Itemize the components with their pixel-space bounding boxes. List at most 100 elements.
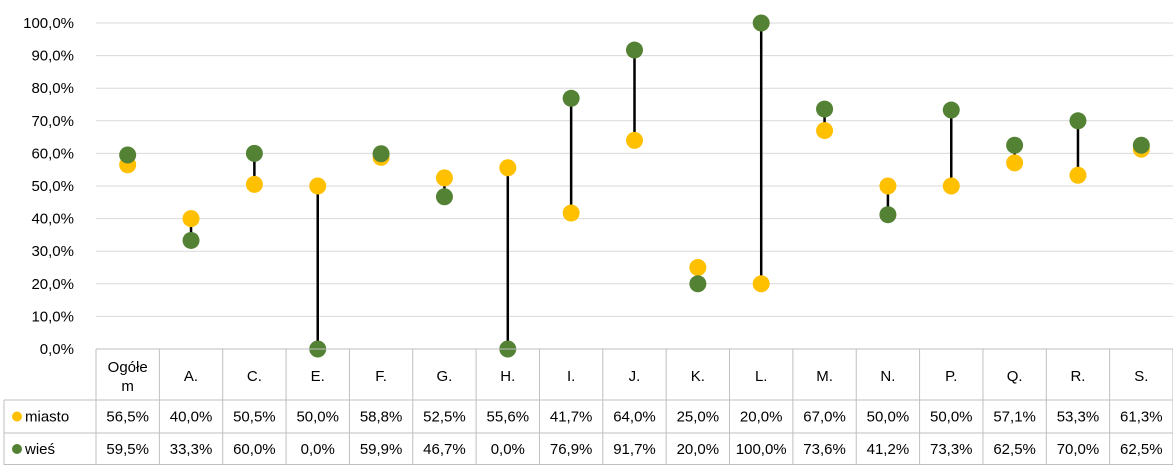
data-label-wies: 76,9%: [550, 441, 593, 458]
data-points: [119, 14, 1150, 358]
category-label: J.: [629, 368, 641, 385]
point-miasto: [1006, 154, 1024, 172]
category-label: E.: [311, 368, 325, 385]
legend-label-miasto: miasto: [25, 409, 69, 426]
category-label: Ogółe: [108, 359, 148, 376]
point-wies: [182, 231, 200, 249]
data-label-wies: 20,0%: [677, 441, 720, 458]
data-label-miasto: 40,0%: [170, 409, 213, 426]
legend-marker-wies: [12, 444, 22, 454]
category-label: R.: [1070, 368, 1085, 385]
data-label-miasto: 57,1%: [993, 409, 1036, 426]
data-label-wies: 73,3%: [930, 441, 973, 458]
category-label: P.: [945, 368, 957, 385]
point-wies: [626, 41, 643, 59]
point-wies: [1132, 136, 1150, 154]
y-tick-label: 0,0%: [40, 341, 74, 358]
point-miasto: [499, 159, 517, 177]
category-label: M.: [816, 368, 833, 385]
category-label: A.: [184, 368, 198, 385]
data-label-wies: 46,7%: [423, 441, 466, 458]
data-label-wies: 33,3%: [170, 441, 213, 458]
point-miasto: [816, 122, 834, 140]
y-tick-label: 90,0%: [31, 48, 74, 65]
data-label-wies: 62,5%: [1120, 441, 1163, 458]
category-label: H.: [500, 368, 515, 385]
data-label-miasto: 41,7%: [550, 409, 593, 426]
point-wies: [562, 89, 580, 107]
category-label: K.: [691, 368, 705, 385]
category-label: L.: [755, 368, 768, 385]
point-miasto: [309, 177, 327, 195]
y-tick-label: 100,0%: [23, 15, 74, 32]
category-label: F.: [375, 368, 387, 385]
point-miasto: [435, 169, 453, 187]
point-wies: [942, 101, 960, 119]
y-axis-tick-labels: 0,0% 10,0% 20,0% 30,0% 40,0% 50,0% 60,0% 70,0% 8…: [23, 15, 74, 358]
point-wies: [752, 14, 770, 32]
y-tick-label: 60,0%: [31, 145, 74, 162]
point-wies: [689, 275, 707, 293]
point-wies: [816, 100, 834, 118]
category-label: S.: [1134, 368, 1148, 385]
y-tick-label: 50,0%: [31, 178, 74, 195]
data-label-wies: 73,6%: [803, 441, 846, 458]
data-table: Ogółe m A. C. E. F. G. H. I. J. K. L. M. N. P. Q. R. S. mi…: [3, 348, 1173, 465]
y-tick-label: 80,0%: [31, 80, 74, 97]
category-label: I.: [567, 368, 575, 385]
data-label-wies: 59,9%: [360, 441, 403, 458]
legend-marker-miasto: [12, 411, 22, 422]
data-label-miasto: 55,6%: [487, 409, 530, 426]
data-label-wies: 41,2%: [867, 441, 910, 458]
data-label-wies: 0,0%: [491, 441, 525, 458]
y-tick-label: 20,0%: [31, 276, 74, 293]
y-tick-label: 40,0%: [31, 211, 74, 228]
y-tick-label: 70,0%: [31, 113, 74, 130]
point-wies: [435, 188, 453, 206]
data-label-miasto: 53,3%: [1057, 409, 1100, 426]
point-wies: [1006, 136, 1024, 154]
point-miasto: [879, 177, 897, 195]
data-label-miasto: 61,3%: [1120, 409, 1163, 426]
point-miasto: [942, 177, 960, 195]
category-label: Q.: [1007, 368, 1023, 385]
category-label: C.: [247, 368, 262, 385]
point-miasto: [689, 259, 707, 276]
point-miasto: [752, 275, 770, 293]
data-label-miasto: 50,5%: [233, 409, 276, 426]
data-label-wies: 60,0%: [233, 441, 276, 458]
point-miasto: [562, 204, 580, 222]
point-wies: [879, 206, 897, 224]
point-wies: [119, 146, 137, 164]
legend-label-wies: wieś: [24, 441, 55, 458]
category-label: m: [121, 378, 134, 395]
data-label-miasto: 20,0%: [740, 409, 783, 426]
point-wies: [372, 145, 390, 163]
data-label-miasto: 50,0%: [296, 409, 339, 426]
point-wies: [1069, 112, 1087, 130]
data-label-wies: 0,0%: [301, 441, 335, 458]
data-label-miasto: 67,0%: [803, 409, 846, 426]
data-label-wies: 59,5%: [106, 441, 149, 458]
data-label-wies: 100,0%: [736, 441, 787, 458]
data-label-miasto: 50,0%: [930, 409, 973, 426]
y-tick-label: 10,0%: [31, 308, 74, 325]
point-miasto: [1069, 166, 1087, 184]
point-miasto: [182, 210, 200, 228]
data-label-wies: 62,5%: [993, 441, 1036, 458]
data-label-miasto: 58,8%: [360, 409, 403, 426]
category-label: G.: [437, 368, 453, 385]
data-label-wies: 70,0%: [1057, 441, 1100, 458]
point-miasto: [245, 175, 263, 193]
data-label-miasto: 52,5%: [423, 409, 466, 426]
data-label-miasto: 64,0%: [613, 409, 656, 426]
data-label-miasto: 56,5%: [106, 409, 149, 426]
category-label: N.: [880, 368, 895, 385]
data-label-miasto: 25,0%: [677, 409, 720, 426]
point-miasto: [626, 131, 643, 149]
data-label-miasto: 50,0%: [867, 409, 910, 426]
data-label-wies: 91,7%: [613, 441, 656, 458]
point-wies: [245, 144, 263, 162]
y-tick-label: 30,0%: [31, 243, 74, 260]
